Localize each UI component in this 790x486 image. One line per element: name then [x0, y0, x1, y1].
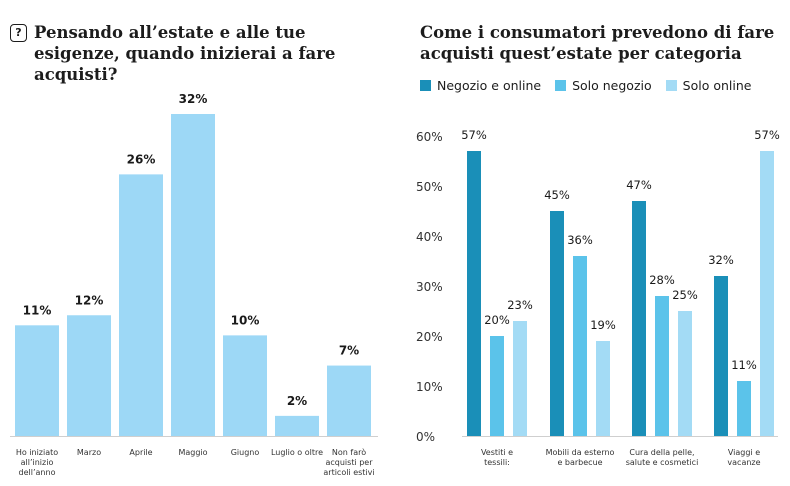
legend-swatch: [665, 80, 677, 91]
right-bar: [714, 276, 728, 436]
left-category-label: dell’anno: [19, 468, 56, 477]
right-value-label: 36%: [567, 233, 593, 247]
right-category-label: e barbecue: [557, 458, 602, 467]
legend-label: Solo online: [682, 78, 752, 93]
right-bar: [737, 381, 751, 436]
y-tick-label: 0%: [416, 430, 435, 444]
right-bar: [467, 151, 481, 436]
right-bar: [573, 256, 587, 436]
right-value-label: 25%: [672, 288, 698, 302]
right-bar: [550, 211, 564, 436]
y-tick-label: 10%: [416, 380, 443, 394]
right-category-label: Mobili da esterno: [546, 448, 615, 457]
right-category-label: Viaggi e: [728, 448, 760, 457]
y-tick-label: 20%: [416, 330, 443, 344]
left-category-label: Marzo: [77, 448, 101, 457]
left-value-label: 2%: [287, 394, 307, 408]
right-chart-title: Come i consumatori prevedono di fare acq…: [420, 23, 775, 63]
right-value-label: 57%: [461, 128, 487, 142]
y-tick-label: 50%: [416, 180, 443, 194]
right-category-label: vacanze: [727, 458, 760, 467]
right-bar: [596, 341, 610, 436]
right-value-label: 11%: [731, 358, 757, 372]
legend-item-solo-negozio: Solo negozio: [555, 78, 652, 93]
right-bar: [490, 336, 504, 436]
right-value-label: 28%: [649, 273, 675, 287]
legend: Negozio e online Solo negozio Solo onlin…: [420, 78, 751, 93]
question-icon: ?: [10, 24, 27, 42]
left-bar: [171, 114, 215, 436]
right-bar: [513, 321, 527, 436]
left-value-label: 11%: [23, 303, 52, 317]
right-value-label: 32%: [708, 253, 734, 267]
left-category-label: Giugno: [231, 448, 260, 457]
left-bar: [327, 365, 371, 436]
left-category-label: Ho iniziato: [16, 448, 58, 457]
right-bar: [678, 311, 692, 436]
left-bar: [119, 174, 163, 436]
left-chart-title: Pensando all’estate e alle tue esigenze,…: [34, 23, 336, 84]
right-value-label: 19%: [590, 318, 616, 332]
right-bar: [760, 151, 774, 436]
legend-label: Solo negozio: [572, 78, 652, 93]
right-value-label: 45%: [544, 188, 570, 202]
legend-item-negozio-online: Negozio e online: [420, 78, 541, 93]
y-tick-label: 30%: [416, 280, 443, 294]
y-tick-label: 60%: [416, 130, 443, 144]
left-category-label: acquisti per: [325, 458, 373, 467]
legend-swatch: [420, 80, 431, 91]
legend-item-solo-online: Solo online: [665, 78, 752, 93]
left-category-label: articoli estivi: [323, 468, 374, 477]
left-value-label: 12%: [75, 293, 104, 307]
right-category-label: tessili:: [484, 458, 510, 467]
right-category-label: Vestiti e: [481, 448, 513, 457]
right-bar: [632, 201, 646, 436]
left-category-label: Non farò: [332, 447, 366, 457]
right-value-label: 57%: [754, 128, 780, 142]
left-category-label: Luglio o oltre: [271, 448, 323, 457]
right-value-label: 23%: [507, 298, 533, 312]
left-bar: [15, 325, 59, 436]
left-value-label: 26%: [127, 152, 156, 166]
left-category-label: Aprile: [129, 448, 152, 457]
legend-swatch: [555, 80, 567, 91]
right-category-label: Cura della pelle,: [629, 448, 694, 457]
right-value-label: 20%: [484, 313, 510, 327]
left-value-label: 32%: [179, 92, 208, 106]
legend-label: Negozio e online: [437, 78, 542, 93]
left-bar: [67, 315, 111, 436]
right-bar: [655, 296, 669, 436]
left-value-label: 10%: [231, 313, 260, 327]
left-category-label: all’inizio: [21, 458, 54, 467]
left-bar: [275, 415, 319, 436]
y-tick-label: 40%: [416, 230, 443, 244]
left-category-label: Maggio: [178, 448, 207, 457]
left-bar: [223, 335, 267, 436]
left-value-label: 7%: [339, 344, 359, 358]
right-value-label: 47%: [626, 178, 652, 192]
right-category-label: salute e cosmetici: [626, 458, 699, 467]
